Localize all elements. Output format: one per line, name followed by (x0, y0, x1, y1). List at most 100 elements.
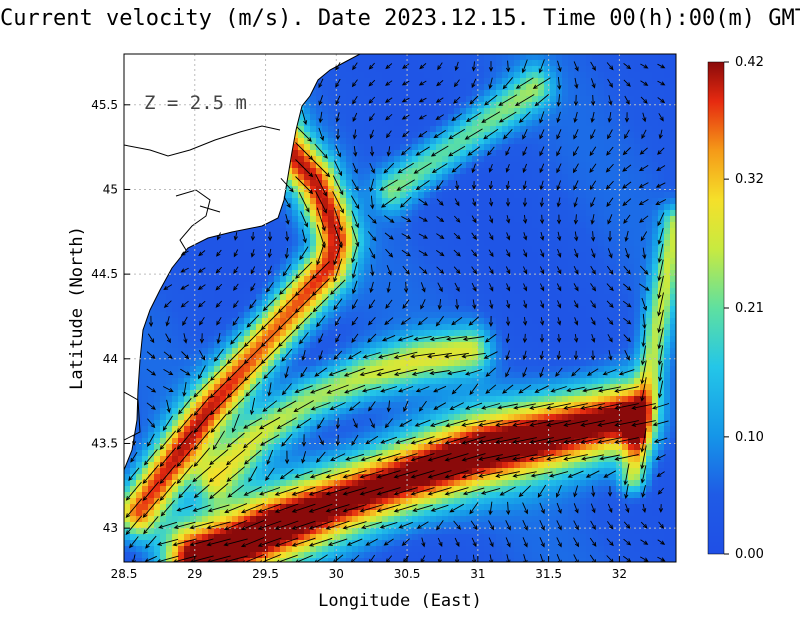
heat-cell (292, 306, 299, 313)
heat-cell (184, 288, 191, 295)
heat-cell (334, 120, 341, 127)
heat-cell (610, 54, 617, 61)
heat-cell (208, 318, 215, 325)
heat-cell (514, 96, 521, 103)
heat-cell (652, 300, 659, 307)
heat-cell (400, 78, 407, 85)
heat-cell (328, 324, 335, 331)
heat-cell (502, 90, 509, 97)
heat-cell (172, 360, 179, 367)
heat-cell (334, 372, 341, 379)
heat-cell (502, 264, 509, 271)
heat-cell (664, 180, 671, 187)
heat-cell (400, 120, 407, 127)
heat-cell (286, 318, 293, 325)
heat-cell (628, 168, 635, 175)
heat-cell (598, 234, 605, 241)
heat-cell (256, 246, 263, 253)
heat-cell (466, 168, 473, 175)
heat-cell (448, 96, 455, 103)
heat-cell (448, 186, 455, 193)
heat-cell (544, 348, 551, 355)
heat-cell (370, 354, 377, 361)
heat-cell (532, 72, 539, 79)
heat-cell (622, 294, 629, 301)
heat-cell (340, 78, 347, 85)
heat-cell (424, 108, 431, 115)
heat-cell (280, 222, 287, 229)
heat-cell (406, 366, 413, 373)
heat-cell (424, 318, 431, 325)
heat-cell (550, 174, 557, 181)
heat-cell (454, 90, 461, 97)
heat-cell (202, 318, 209, 325)
heat-cell (238, 300, 245, 307)
heat-cell (616, 144, 623, 151)
heat-cell (538, 78, 545, 85)
heat-cell (346, 204, 353, 211)
heat-cell (586, 312, 593, 319)
heat-cell (640, 366, 647, 373)
heat-cell (640, 78, 647, 85)
heat-cell (178, 372, 185, 379)
heat-cell (286, 216, 293, 223)
heat-cell (508, 162, 515, 169)
heat-cell (406, 120, 413, 127)
heat-cell (562, 132, 569, 139)
heat-cell (490, 306, 497, 313)
heat-cell (322, 216, 329, 223)
heat-cell (418, 162, 425, 169)
heat-cell (376, 258, 383, 265)
heat-cell (280, 330, 287, 337)
heat-cell (454, 180, 461, 187)
heat-cell (436, 324, 443, 331)
heat-cell (328, 204, 335, 211)
heat-cell (664, 162, 671, 169)
heat-cell (664, 90, 671, 97)
heat-cell (364, 300, 371, 307)
heat-cell (658, 132, 665, 139)
heat-cell (442, 90, 449, 97)
heat-cell (610, 60, 617, 67)
heat-cell (616, 294, 623, 301)
heat-cell (520, 120, 527, 127)
heat-cell (280, 258, 287, 265)
heat-cell (604, 276, 611, 283)
heat-cell (256, 276, 263, 283)
heat-cell (628, 336, 635, 343)
heat-cell (670, 270, 676, 277)
heat-cell (364, 222, 371, 229)
heat-cell (358, 204, 365, 211)
heat-cell (604, 192, 611, 199)
heat-cell (532, 312, 539, 319)
heat-cell (460, 348, 467, 355)
heat-cell (292, 246, 299, 253)
heat-cell (190, 270, 197, 277)
heat-cell (190, 312, 197, 319)
heat-cell (664, 120, 671, 127)
heat-cell (256, 354, 263, 361)
heat-cell (616, 318, 623, 325)
heat-cell (400, 144, 407, 151)
heat-cell (658, 324, 665, 331)
heat-cell (598, 180, 605, 187)
heat-cell (148, 306, 155, 313)
heat-cell (640, 222, 647, 229)
heat-cell (532, 96, 539, 103)
heat-cell (178, 306, 185, 313)
heat-cell (502, 78, 509, 85)
heat-cell (496, 342, 503, 349)
heat-cell (322, 348, 329, 355)
heat-cell (472, 132, 479, 139)
heat-cell (598, 294, 605, 301)
heat-cell (652, 240, 659, 247)
heat-cell (352, 270, 359, 277)
heat-cell (454, 276, 461, 283)
heat-cell (382, 90, 389, 97)
heat-cell (238, 234, 245, 241)
heat-cell (298, 114, 305, 121)
heat-cell (388, 204, 395, 211)
heat-cell (586, 96, 593, 103)
heat-cell (310, 180, 317, 187)
heat-cell (484, 192, 491, 199)
